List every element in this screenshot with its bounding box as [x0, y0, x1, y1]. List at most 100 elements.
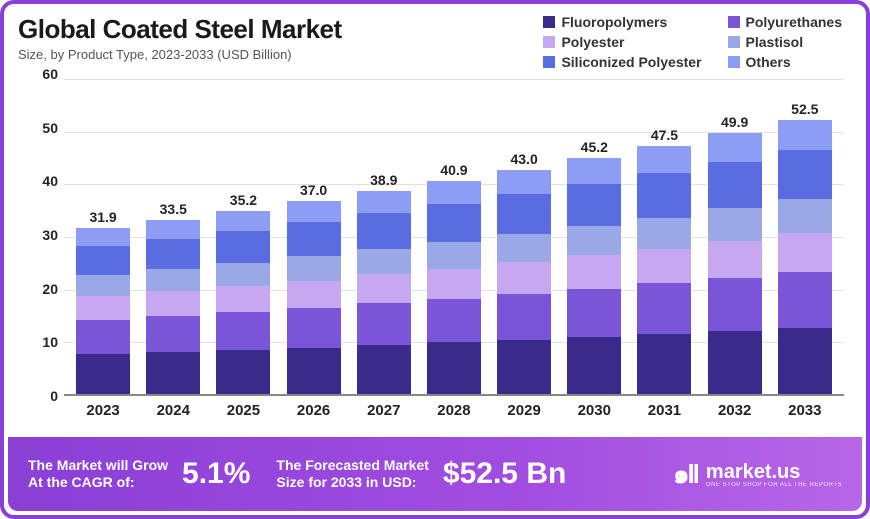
- bar-segment: [497, 340, 551, 396]
- bar-segment: [287, 281, 341, 308]
- bar-segment: [567, 158, 621, 184]
- x-tick: 2024: [146, 396, 200, 426]
- bar-column: 38.9: [357, 172, 411, 396]
- bar-stack: [76, 228, 130, 396]
- legend-swatch: [728, 36, 740, 48]
- bar-column: 35.2: [216, 192, 270, 396]
- bar-total-label: 47.5: [651, 127, 678, 143]
- legend-label: Others: [746, 54, 791, 70]
- legend-label: Siliconized Polyester: [561, 54, 701, 70]
- bar-total-label: 31.9: [89, 209, 116, 225]
- bar-segment: [497, 262, 551, 294]
- bar-stack: [216, 211, 270, 396]
- bar-column: 33.5: [146, 201, 200, 396]
- bar-segment: [216, 312, 270, 350]
- bar-total-label: 33.5: [160, 201, 187, 217]
- bar-segment: [778, 199, 832, 233]
- y-axis: 0102030405060: [18, 74, 64, 396]
- bar-total-label: 52.5: [791, 101, 818, 117]
- bar-total-label: 43.0: [510, 151, 537, 167]
- bar-segment: [427, 242, 481, 269]
- bar-total-label: 35.2: [230, 192, 257, 208]
- legend-swatch: [543, 56, 555, 68]
- bar-segment: [287, 308, 341, 348]
- cagr-line1: The Market will Grow: [28, 457, 168, 473]
- bar-segment: [497, 170, 551, 195]
- bar-segment: [76, 246, 130, 275]
- legend-item: Plastisol: [728, 34, 842, 50]
- legend: FluoropolymersPolyurethanesPolyesterPlas…: [543, 14, 842, 70]
- header: Global Coated Steel Market Size, by Prod…: [18, 14, 852, 70]
- x-tick: 2027: [357, 396, 411, 426]
- x-tick: 2028: [427, 396, 481, 426]
- bar-segment: [146, 316, 200, 352]
- bar-segment: [778, 328, 832, 396]
- bar-segment: [567, 337, 621, 396]
- bar-total-label: 45.2: [581, 139, 608, 155]
- legend-swatch: [543, 36, 555, 48]
- x-tick: 2029: [497, 396, 551, 426]
- bar-column: 31.9: [76, 209, 130, 396]
- chart-subtitle: Size, by Product Type, 2023-2033 (USD Bi…: [18, 47, 342, 62]
- bar-segment: [427, 342, 481, 396]
- bar-stack: [708, 133, 762, 396]
- bar-segment: [357, 249, 411, 274]
- x-tick: 2031: [637, 396, 691, 426]
- bar-segment: [216, 211, 270, 231]
- forecast-line2: Size for 2033 in USD:: [276, 474, 416, 490]
- legend-item: Polyester: [543, 34, 701, 50]
- bar-segment: [778, 120, 832, 151]
- bar-column: 47.5: [637, 127, 691, 396]
- brand-tagline: ONE STOP SHOP FOR ALL THE REPORTS: [706, 482, 842, 488]
- bar-segment: [427, 181, 481, 204]
- bar-column: 45.2: [567, 139, 621, 396]
- y-tick: 50: [42, 120, 58, 136]
- bar-segment: [708, 278, 762, 331]
- title-block: Global Coated Steel Market Size, by Prod…: [18, 14, 342, 62]
- legend-item: Siliconized Polyester: [543, 54, 701, 70]
- bar-segment: [216, 286, 270, 312]
- chart-title: Global Coated Steel Market: [18, 14, 342, 45]
- bar-segment: [146, 220, 200, 239]
- x-tick: 2023: [76, 396, 130, 426]
- bar-segment: [637, 218, 691, 249]
- bar-segment: [146, 239, 200, 270]
- bar-segment: [708, 162, 762, 208]
- legend-label: Polyester: [561, 34, 624, 50]
- legend-swatch: [728, 16, 740, 28]
- y-tick: 40: [42, 173, 58, 189]
- bar-segment: [427, 269, 481, 299]
- bar-segment: [778, 233, 832, 271]
- y-tick: 10: [42, 334, 58, 350]
- forecast-block: The Forecasted Market Size for 2033 in U…: [276, 457, 566, 492]
- legend-swatch: [728, 56, 740, 68]
- x-axis: 2023202420252026202720282029203020312032…: [64, 396, 844, 426]
- plot-area: 31.933.535.237.038.940.943.045.247.549.9…: [64, 80, 844, 396]
- bar-total-label: 49.9: [721, 114, 748, 130]
- bar-segment: [497, 194, 551, 234]
- bar-stack: [497, 170, 551, 396]
- brand-name: market.us: [706, 461, 801, 483]
- bar-total-label: 40.9: [440, 162, 467, 178]
- bar-segment: [146, 291, 200, 316]
- bar-segment: [567, 289, 621, 337]
- bar-segment: [76, 228, 130, 246]
- bar-stack: [287, 201, 341, 396]
- bar-segment: [146, 269, 200, 291]
- bar-segment: [497, 234, 551, 262]
- y-tick: 60: [42, 66, 58, 82]
- bar-segment: [76, 296, 130, 320]
- bar-column: 52.5: [778, 101, 832, 396]
- legend-swatch: [543, 16, 555, 28]
- bar-segment: [287, 348, 341, 396]
- bar-segment: [708, 331, 762, 396]
- bar-column: 49.9: [708, 114, 762, 396]
- cagr-label: The Market will Grow At the CAGR of:: [28, 457, 168, 492]
- legend-label: Polyurethanes: [746, 14, 842, 30]
- forecast-value: $52.5 Bn: [443, 457, 566, 491]
- bar-segment: [778, 150, 832, 199]
- brand-text: market.us ONE STOP SHOP FOR ALL THE REPO…: [706, 461, 842, 488]
- brand-block: ๑ll market.us ONE STOP SHOP FOR ALL THE …: [673, 454, 842, 495]
- bar-segment: [216, 263, 270, 286]
- footer-banner: The Market will Grow At the CAGR of: 5.1…: [8, 437, 862, 511]
